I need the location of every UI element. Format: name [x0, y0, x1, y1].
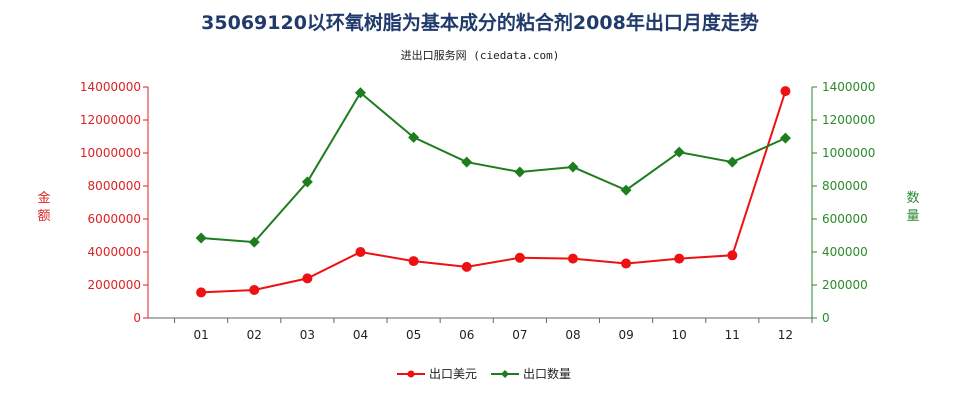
series-1-point — [355, 247, 366, 257]
left-tick-label: 2000000 — [88, 278, 141, 292]
x-tick-label: 11 — [725, 328, 740, 342]
series-1-point — [727, 250, 738, 261]
right-tick-label: 1200000 — [822, 113, 875, 127]
chart-subtitle: 进出口服务网 (ciedata.com) — [400, 49, 560, 62]
right-tick-label: 200000 — [822, 278, 868, 292]
left-tick-label: 14000000 — [80, 80, 141, 94]
x-tick-label: 03 — [300, 328, 315, 342]
left-tick-label: 12000000 — [80, 113, 141, 127]
legend-swatch-marker — [407, 370, 415, 378]
x-tick-label: 12 — [778, 328, 793, 342]
series-2-point — [514, 166, 526, 178]
series-1-point — [461, 261, 472, 272]
right-tick-label: 0 — [822, 311, 830, 325]
left-axis-title: 金额 — [37, 191, 51, 224]
series-1-point — [514, 252, 525, 263]
series-line-1 — [201, 90, 787, 294]
x-tick-label: 09 — [618, 328, 633, 342]
x-tick-label: 08 — [565, 328, 580, 342]
series-2-point — [248, 236, 260, 248]
x-tick-label: 07 — [512, 328, 527, 342]
series-2-point — [301, 176, 313, 188]
x-tick-label: 04 — [353, 328, 368, 342]
legend-label: 出口美元 — [429, 367, 477, 381]
x-tick-label: 02 — [247, 328, 262, 342]
left-tick-label: 4000000 — [88, 245, 141, 259]
series-2-point — [195, 232, 207, 244]
series-2-point — [408, 131, 420, 143]
chart-title: 35069120以环氧树脂为基本成分的粘合剂2008年出口月度走势 — [201, 12, 759, 34]
series-2-point — [726, 156, 738, 168]
series-1-point — [674, 253, 685, 264]
series-1-point — [780, 86, 791, 97]
right-tick-label: 1000000 — [822, 146, 875, 160]
left-tick-label: 10000000 — [80, 146, 141, 160]
left-tick-label: 6000000 — [88, 212, 141, 226]
right-tick-label: 600000 — [822, 212, 868, 226]
x-tick-label: 05 — [406, 328, 421, 342]
series-2-point — [567, 161, 579, 173]
x-tick-label: 01 — [193, 328, 208, 342]
series-1-point — [567, 253, 578, 264]
series-1-point — [249, 284, 260, 295]
series-1-point — [621, 258, 632, 269]
left-tick-label: 0 — [133, 311, 141, 325]
series-2-point — [354, 87, 366, 99]
series-1-point — [408, 256, 419, 267]
x-tick-label: 06 — [459, 328, 474, 342]
series-1-point — [196, 287, 207, 298]
series-2-point — [461, 156, 473, 168]
right-tick-label: 800000 — [822, 179, 868, 193]
left-tick-label: 8000000 — [88, 179, 141, 193]
series-2-point — [620, 184, 632, 196]
x-tick-label: 10 — [672, 328, 687, 342]
legend-swatch-marker — [501, 370, 509, 378]
series-2-point — [779, 132, 791, 144]
series-line-2 — [201, 91, 786, 244]
legend-label: 出口数量 — [523, 366, 571, 381]
right-tick-label: 1400000 — [822, 80, 875, 94]
right-axis-title: 数量 — [906, 191, 920, 224]
series-2-point — [673, 146, 685, 158]
series-1-point — [302, 273, 313, 284]
right-tick-label: 400000 — [822, 245, 868, 259]
